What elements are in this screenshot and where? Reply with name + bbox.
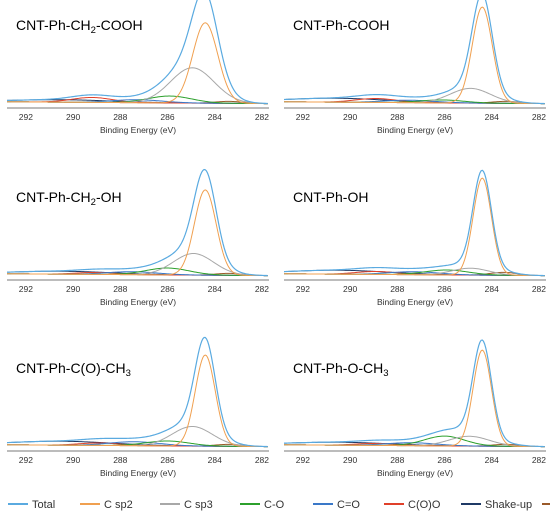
x-tick-label: 282 [255, 284, 269, 294]
panel-4: CNT-Ph-OH 292 290 288 286 284 282 Binding Energ… [283, 169, 546, 307]
x-tick-label: 284 [208, 455, 222, 465]
panel-title: CNT-Ph-COOH [293, 17, 389, 33]
title-subscript: 3 [126, 368, 131, 379]
x-axis-title: Binding Energy (eV) [100, 125, 176, 135]
legend-item-csp2: C sp2 [80, 499, 133, 511]
x-tick-label: 286 [437, 455, 451, 465]
x-tick-label: 282 [532, 284, 546, 294]
x-tick-label: 284 [208, 284, 222, 294]
x-tick-label: 284 [485, 455, 499, 465]
x-tick-label: 286 [437, 112, 451, 122]
series-csp2-line [7, 189, 268, 277]
panel-2: CNT-Ph-COOH 292 290 288 286 284 282 Binding Ene… [283, 0, 546, 135]
legend-label: Shake-up [485, 499, 532, 511]
legend-item-csp3: C sp3 [160, 499, 213, 511]
x-axis-title: Binding Energy (eV) [100, 468, 176, 478]
x-tick-label: 288 [113, 112, 127, 122]
x-tick-label: 288 [390, 112, 404, 122]
series-csp2-line [7, 354, 268, 448]
legend-label: C(O)O [408, 499, 441, 511]
x-axis-title: Binding Energy (eV) [377, 468, 453, 478]
title-segment: -OH [96, 189, 122, 205]
legend: Total C sp2 C sp3 C-O C=O C(O)O Shake-up C "car… [8, 499, 550, 511]
series-total-line [6, 0, 268, 105]
x-axis-title: Binding Energy (eV) [377, 125, 453, 135]
legend-item-carbide: C "carbide" [542, 503, 550, 505]
title-segment: CNT-Ph-OH [293, 189, 368, 205]
x-tick-label: 284 [485, 284, 499, 294]
x-tick-label: 282 [255, 112, 269, 122]
x-tick-label: 282 [255, 455, 269, 465]
series-total-line [6, 336, 268, 448]
panel-3: CNT-Ph-CH2-OH 292 290 288 286 284 282 Binding E… [6, 168, 269, 307]
title-subscript: 3 [383, 368, 388, 379]
title-segment: CNT-Ph-CH [16, 17, 91, 33]
series-csp2-line [284, 177, 545, 277]
x-tick-label: 290 [343, 455, 357, 465]
title-subscript: 2 [91, 25, 96, 36]
x-tick-label: 284 [208, 112, 222, 122]
panel-5: CNT-Ph-C(O)-CH3 292 290 288 286 284 282 Binding… [6, 336, 269, 478]
legend-label: C sp3 [184, 499, 213, 511]
x-tick-label: 284 [485, 112, 499, 122]
title-subscript: 2 [91, 197, 96, 208]
x-tick-label: 288 [113, 455, 127, 465]
x-tick-label: 282 [532, 455, 546, 465]
x-tick-label: 292 [19, 112, 33, 122]
x-tick-label: 288 [113, 284, 127, 294]
series-csp2-line [284, 6, 545, 105]
x-tick-label: 292 [296, 112, 310, 122]
x-tick-label: 292 [296, 455, 310, 465]
x-tick-label: 292 [19, 455, 33, 465]
legend-label: C=O [337, 499, 360, 511]
x-tick-label: 292 [296, 284, 310, 294]
title-segment: -COOH [96, 17, 143, 33]
panel-title: CNT-Ph-CH2-COOH [16, 17, 143, 36]
series-csp3-line [7, 67, 268, 105]
legend-item-shakeup: Shake-up [461, 499, 532, 511]
x-tick-label: 290 [66, 284, 80, 294]
series-total-line [283, 339, 545, 448]
legend-label: C sp2 [104, 499, 133, 511]
x-tick-label: 286 [160, 112, 174, 122]
x-tick-label: 292 [19, 284, 33, 294]
panel-1: CNT-Ph-CH2-COOH 292 290 288 286 284 282 Binding… [6, 0, 269, 135]
legend-item-coo: C(O)O [384, 499, 441, 511]
x-tick-label: 282 [532, 112, 546, 122]
x-tick-label: 290 [343, 284, 357, 294]
x-tick-label: 288 [390, 284, 404, 294]
x-tick-label: 288 [390, 455, 404, 465]
legend-item-co: C-O [240, 499, 285, 511]
panel-title: CNT-Ph-C(O)-CH3 [16, 360, 131, 379]
panel-6: CNT-Ph-O-CH3 292 290 288 286 284 282 Binding En… [283, 339, 546, 478]
series-csp2-line [284, 349, 545, 448]
panel-title: CNT-Ph-OH [293, 189, 368, 205]
title-segment: CNT-Ph-C(O)-CH [16, 360, 126, 376]
title-segment: CNT-Ph-O-CH [293, 360, 383, 376]
x-tick-label: 286 [160, 284, 174, 294]
title-segment: CNT-Ph-COOH [293, 17, 389, 33]
x-axis-title: Binding Energy (eV) [377, 297, 453, 307]
title-segment: CNT-Ph-CH [16, 189, 91, 205]
series-total-line [283, 169, 545, 277]
panel-title: CNT-Ph-CH2-OH [16, 189, 122, 208]
legend-item-c_eq_o: C=O [313, 499, 360, 511]
x-tick-label: 290 [66, 112, 80, 122]
x-tick-label: 286 [160, 455, 174, 465]
series-total-line [283, 0, 545, 105]
x-tick-label: 290 [66, 455, 80, 465]
legend-label: Total [32, 499, 55, 511]
panel-title: CNT-Ph-O-CH3 [293, 360, 389, 379]
x-axis-title: Binding Energy (eV) [100, 297, 176, 307]
series-total-line [6, 168, 268, 277]
legend-label: C-O [264, 499, 285, 511]
legend-item-total: Total [8, 499, 55, 511]
series-csp2-line [7, 22, 268, 105]
x-tick-label: 290 [343, 112, 357, 122]
x-tick-label: 286 [437, 284, 451, 294]
